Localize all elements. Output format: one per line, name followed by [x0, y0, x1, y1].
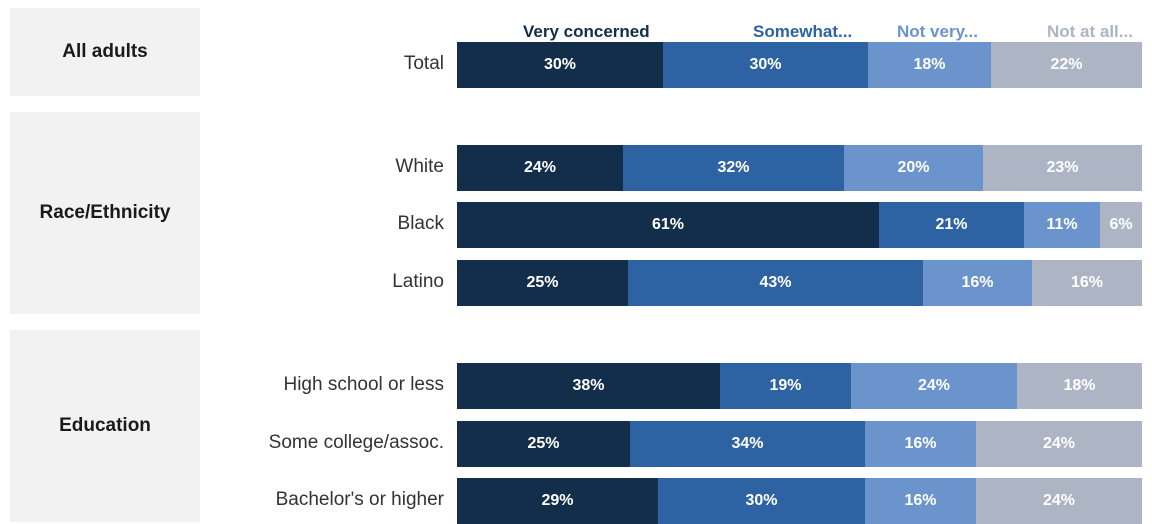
- bar-segment: 30%: [457, 42, 663, 88]
- bar-segment: 16%: [865, 478, 976, 524]
- bar-segment: 16%: [923, 260, 1032, 306]
- bar-segment: 24%: [976, 421, 1142, 467]
- bar-segment: 29%: [457, 478, 658, 524]
- bar-segment: 6%: [1100, 202, 1142, 248]
- bar-segment: 24%: [976, 478, 1142, 524]
- row-label: Latino: [392, 271, 444, 292]
- bar-segment: 11%: [1024, 202, 1100, 248]
- bar-segment: 30%: [663, 42, 868, 88]
- bar-row: 30% 30% 18% 22%: [457, 42, 1142, 88]
- bar-segment: 16%: [1032, 260, 1142, 306]
- legend-item: Somewhat...: [753, 22, 853, 41]
- bar-segment: 18%: [868, 42, 991, 88]
- row-label: Total: [403, 53, 444, 74]
- bar-row: 25% 43% 16% 16%: [457, 260, 1142, 306]
- bar-segment: 38%: [457, 363, 720, 409]
- bar-segment: 32%: [623, 145, 844, 191]
- group-label: Education: [10, 330, 200, 522]
- bar-segment: 34%: [630, 421, 865, 467]
- bar-row: 24% 32% 20% 23%: [457, 145, 1142, 191]
- bar-row: 29% 30% 16% 24%: [457, 478, 1142, 524]
- group-label: All adults: [10, 8, 200, 96]
- legend-item: Very concerned: [523, 22, 650, 41]
- bar-segment: 24%: [457, 145, 623, 191]
- row-label: High school or less: [283, 374, 444, 395]
- bar-segment: 24%: [851, 363, 1017, 409]
- row-label: Some college/assoc.: [268, 432, 444, 453]
- group-label: Race/Ethnicity: [10, 112, 200, 314]
- bar-segment: 18%: [1017, 363, 1142, 409]
- bar-segment: 25%: [457, 260, 628, 306]
- bar-segment: 16%: [865, 421, 976, 467]
- row-label: White: [395, 156, 444, 177]
- bar-segment: 21%: [879, 202, 1024, 248]
- bar-segment: 25%: [457, 421, 630, 467]
- bar-segment: 23%: [983, 145, 1142, 191]
- bar-segment: 20%: [844, 145, 983, 191]
- bar-segment: 43%: [628, 260, 923, 306]
- bar-row: 61% 21% 11% 6%: [457, 202, 1142, 248]
- legend-item: Not at all...: [1047, 22, 1133, 41]
- bar-segment: 19%: [720, 363, 851, 409]
- row-label: Bachelor's or higher: [275, 489, 444, 510]
- bar-segment: 22%: [991, 42, 1142, 88]
- row-label: Black: [397, 213, 444, 234]
- legend-item: Not very...: [897, 22, 978, 41]
- bar-segment: 61%: [457, 202, 879, 248]
- bar-row: 25% 34% 16% 24%: [457, 421, 1142, 467]
- bar-segment: 30%: [658, 478, 865, 524]
- bar-row: 38% 19% 24% 18%: [457, 363, 1142, 409]
